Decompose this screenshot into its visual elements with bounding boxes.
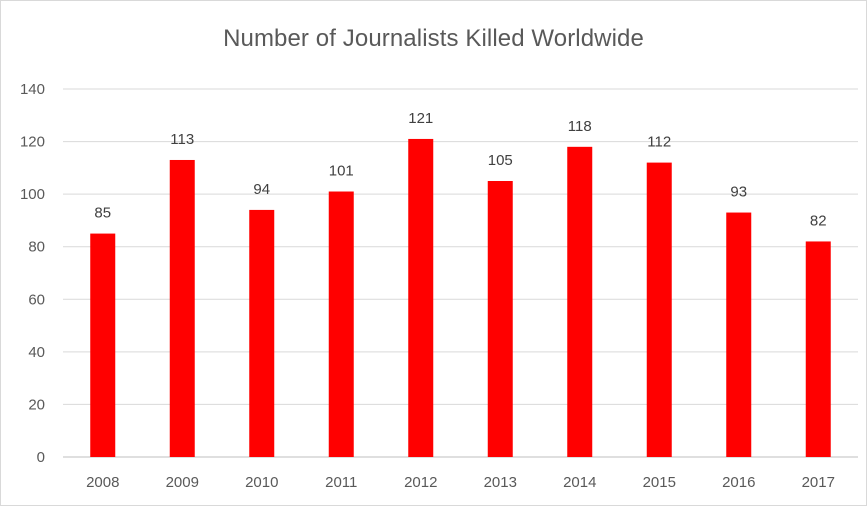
data-label-2008: 85 — [94, 205, 111, 222]
bar-2014 — [567, 146, 593, 458]
data-label-2016: 93 — [730, 184, 747, 201]
bar-2013 — [487, 181, 513, 457]
y-tick-label: 0 — [37, 449, 45, 466]
x-tick-label: 2008 — [86, 474, 119, 491]
chart-title: Number of Journalists Killed Worldwide — [223, 25, 644, 52]
bar-2010 — [249, 209, 275, 457]
bars — [90, 138, 831, 458]
x-axis-ticks: 2008 2009 2010 2011 2012 2013 2014 2015 2016 2017 — [86, 474, 835, 491]
y-tick-label: 60 — [28, 291, 45, 308]
data-label-2017: 82 — [810, 212, 827, 229]
gridlines — [63, 88, 858, 458]
bar-2012 — [408, 138, 434, 457]
x-tick-label: 2013 — [484, 474, 517, 491]
y-tick-label: 40 — [28, 344, 45, 361]
x-tick-label: 2011 — [325, 474, 357, 491]
data-label-2012: 121 — [408, 110, 433, 127]
bar-2009 — [169, 159, 195, 457]
y-tick-label: 20 — [28, 396, 45, 413]
x-tick-label: 2017 — [802, 474, 835, 491]
data-label-2013: 105 — [488, 152, 513, 169]
bar-2015 — [646, 162, 672, 457]
data-label-2009: 113 — [170, 131, 194, 148]
data-label-2010: 94 — [253, 181, 270, 198]
x-tick-label: 2015 — [643, 474, 676, 491]
bar-2008 — [90, 233, 116, 457]
bar-2016 — [726, 212, 752, 457]
x-tick-label: 2012 — [404, 474, 437, 491]
data-label-2015: 112 — [647, 134, 671, 151]
data-label-2011: 101 — [329, 163, 354, 180]
x-tick-label: 2010 — [245, 474, 278, 491]
x-tick-label: 2014 — [563, 474, 596, 491]
bar-2017 — [805, 241, 831, 457]
y-tick-label: 120 — [20, 134, 45, 151]
data-labels: 85 113 94 101 121 105 118 112 93 82 — [94, 110, 826, 230]
y-tick-label: 80 — [28, 239, 45, 256]
y-tick-label: 140 — [20, 81, 45, 98]
data-label-2014: 118 — [568, 118, 592, 135]
bar-2011 — [328, 191, 354, 457]
x-tick-label: 2016 — [722, 474, 755, 491]
y-axis-ticks: 0 20 40 60 80 100 120 140 — [20, 81, 45, 466]
x-tick-label: 2009 — [166, 474, 199, 491]
y-tick-label: 100 — [20, 186, 45, 203]
